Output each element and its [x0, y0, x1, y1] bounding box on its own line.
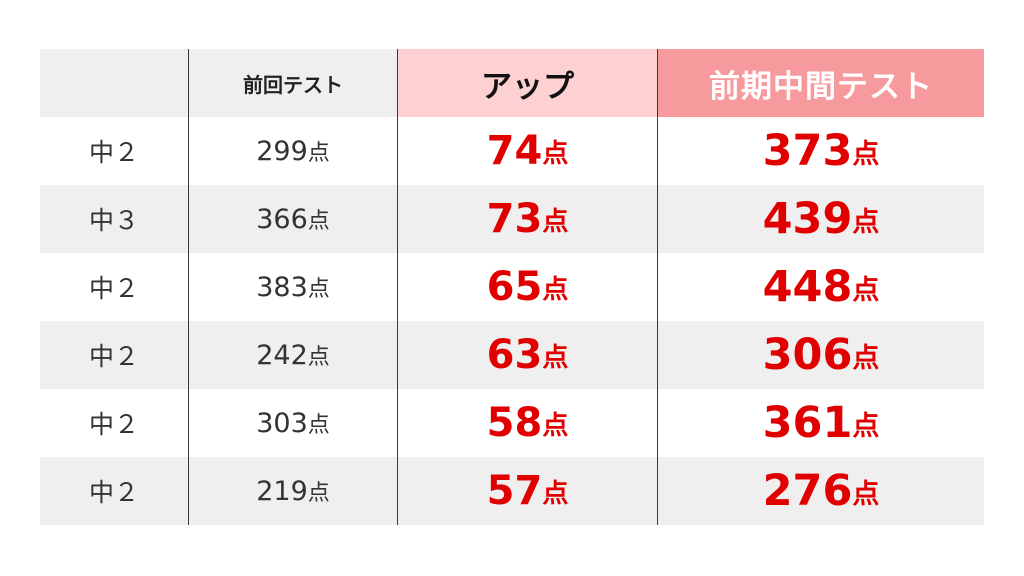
- grade-cell: 中２: [40, 321, 188, 389]
- grade-cell-value: 中２: [88, 138, 139, 167]
- unit-label: 点: [542, 138, 569, 169]
- unit-label: 点: [852, 342, 880, 374]
- midterm-score-cell-value: 373: [762, 126, 853, 176]
- score-up-cell: 57 点: [397, 457, 657, 525]
- grade-cell: 中２: [40, 457, 188, 525]
- unit-label: 点: [852, 410, 880, 442]
- previous-score-cell-value: 383: [256, 271, 308, 303]
- midterm-score-cell-value: 361: [762, 398, 853, 448]
- unit-label: 点: [542, 206, 569, 237]
- midterm-score-cell: 373 点: [657, 117, 984, 185]
- score-up-cell-value: 74: [486, 128, 543, 174]
- midterm-score-cell: 439 点: [657, 185, 984, 253]
- previous-score-cell-value: 299: [256, 135, 308, 167]
- midterm-score-cell-value: 276: [762, 466, 853, 516]
- grade-cell-value: 中３: [88, 206, 139, 235]
- unit-label: 点: [852, 206, 880, 238]
- unit-label: 点: [852, 478, 880, 510]
- grade-cell: 中３: [40, 185, 188, 253]
- grade-cell-value: 中２: [88, 274, 139, 303]
- unit-label: 点: [307, 141, 330, 166]
- grade-cell-value: 中２: [88, 410, 139, 439]
- previous-score-cell: 242 点: [188, 321, 397, 389]
- header-midterm-test: 前期中間テスト: [657, 49, 984, 117]
- previous-score-cell-value: 366: [256, 203, 308, 235]
- header-grade: [40, 49, 188, 117]
- grade-cell-value: 中２: [88, 478, 139, 507]
- unit-label: 点: [542, 410, 569, 441]
- header-previous-test: 前回テスト: [188, 49, 397, 117]
- midterm-score-cell-value: 306: [762, 330, 853, 380]
- midterm-score-cell: 361 点: [657, 389, 984, 457]
- previous-score-cell: 366 点: [188, 185, 397, 253]
- previous-score-cell: 383 点: [188, 253, 397, 321]
- unit-label: 点: [542, 478, 569, 509]
- header-up: アップ: [397, 49, 657, 117]
- unit-label: 点: [307, 277, 330, 302]
- unit-label: 点: [307, 481, 330, 506]
- previous-score-cell: 303 点: [188, 389, 397, 457]
- score-up-cell-value: 58: [486, 400, 543, 446]
- midterm-score-cell: 276 点: [657, 457, 984, 525]
- previous-score-cell-value: 242: [256, 339, 308, 371]
- unit-label: 点: [307, 345, 330, 370]
- unit-label: 点: [307, 209, 330, 234]
- midterm-score-cell-value: 439: [762, 194, 853, 244]
- score-table: 前回テスト アップ 前期中間テスト 中２ 299 点 74 点 373 点中３ 366 点 73 点…: [40, 49, 984, 525]
- unit-label: 点: [307, 413, 330, 438]
- score-up-cell: 63 点: [397, 321, 657, 389]
- score-up-cell-value: 73: [486, 196, 543, 242]
- midterm-score-cell: 448 点: [657, 253, 984, 321]
- score-up-cell: 65 点: [397, 253, 657, 321]
- score-up-cell: 74 点: [397, 117, 657, 185]
- unit-label: 点: [852, 138, 880, 170]
- score-up-cell: 73 点: [397, 185, 657, 253]
- score-up-cell-value: 65: [486, 264, 543, 310]
- previous-score-cell: 299 点: [188, 117, 397, 185]
- midterm-score-cell: 306 点: [657, 321, 984, 389]
- unit-label: 点: [542, 342, 569, 373]
- previous-score-cell: 219 点: [188, 457, 397, 525]
- grade-cell-value: 中２: [88, 342, 139, 371]
- midterm-score-cell-value: 448: [762, 262, 853, 312]
- score-up-cell: 58 点: [397, 389, 657, 457]
- previous-score-cell-value: 303: [256, 407, 308, 439]
- grade-cell: 中２: [40, 389, 188, 457]
- grade-cell: 中２: [40, 253, 188, 321]
- unit-label: 点: [852, 274, 880, 306]
- unit-label: 点: [542, 274, 569, 305]
- score-up-cell-value: 57: [486, 468, 543, 514]
- grade-cell: 中２: [40, 117, 188, 185]
- previous-score-cell-value: 219: [256, 475, 308, 507]
- score-up-cell-value: 63: [486, 332, 543, 378]
